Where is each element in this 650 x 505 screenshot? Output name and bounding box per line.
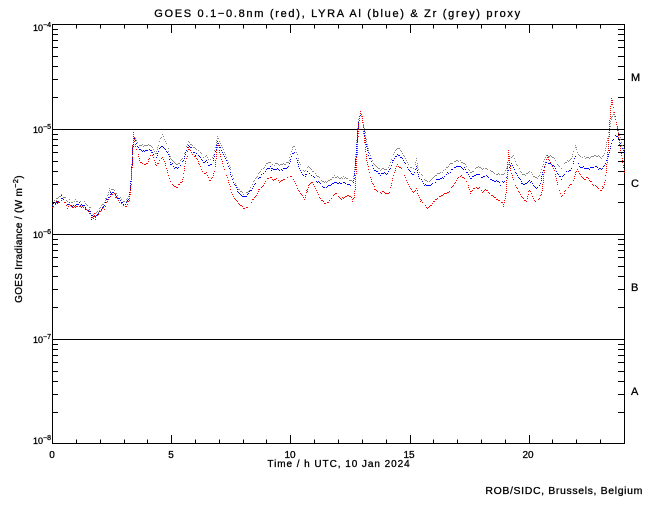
svg-text:15: 15 xyxy=(403,450,415,461)
svg-text:B: B xyxy=(631,282,638,294)
svg-text:0: 0 xyxy=(49,450,55,461)
svg-text:10: 10 xyxy=(284,450,296,461)
svg-text:ROB/SIDC, Brussels, Belgium: ROB/SIDC, Brussels, Belgium xyxy=(485,485,643,497)
svg-text:Time / h UTC, 10 Jan 2024: Time / h UTC, 10 Jan 2024 xyxy=(267,459,410,470)
svg-text:GOES 0.1−0.8nm (red), LYRA Al: GOES 0.1−0.8nm (red), LYRA Al (blue) & Z… xyxy=(154,8,522,20)
svg-text:10−5: 10−5 xyxy=(33,124,51,135)
svg-text:C: C xyxy=(631,178,639,190)
svg-text:20: 20 xyxy=(522,450,534,461)
svg-text:10−4: 10−4 xyxy=(33,22,51,33)
svg-text:10−8: 10−8 xyxy=(33,435,51,446)
svg-text:10−7: 10−7 xyxy=(33,334,51,345)
svg-text:GOES Irradiance / (W m−2): GOES Irradiance / (W m−2) xyxy=(11,175,25,303)
svg-text:M: M xyxy=(631,72,640,84)
svg-text:A: A xyxy=(631,386,639,398)
svg-text:5: 5 xyxy=(168,450,174,461)
svg-text:10−6: 10−6 xyxy=(33,229,51,240)
